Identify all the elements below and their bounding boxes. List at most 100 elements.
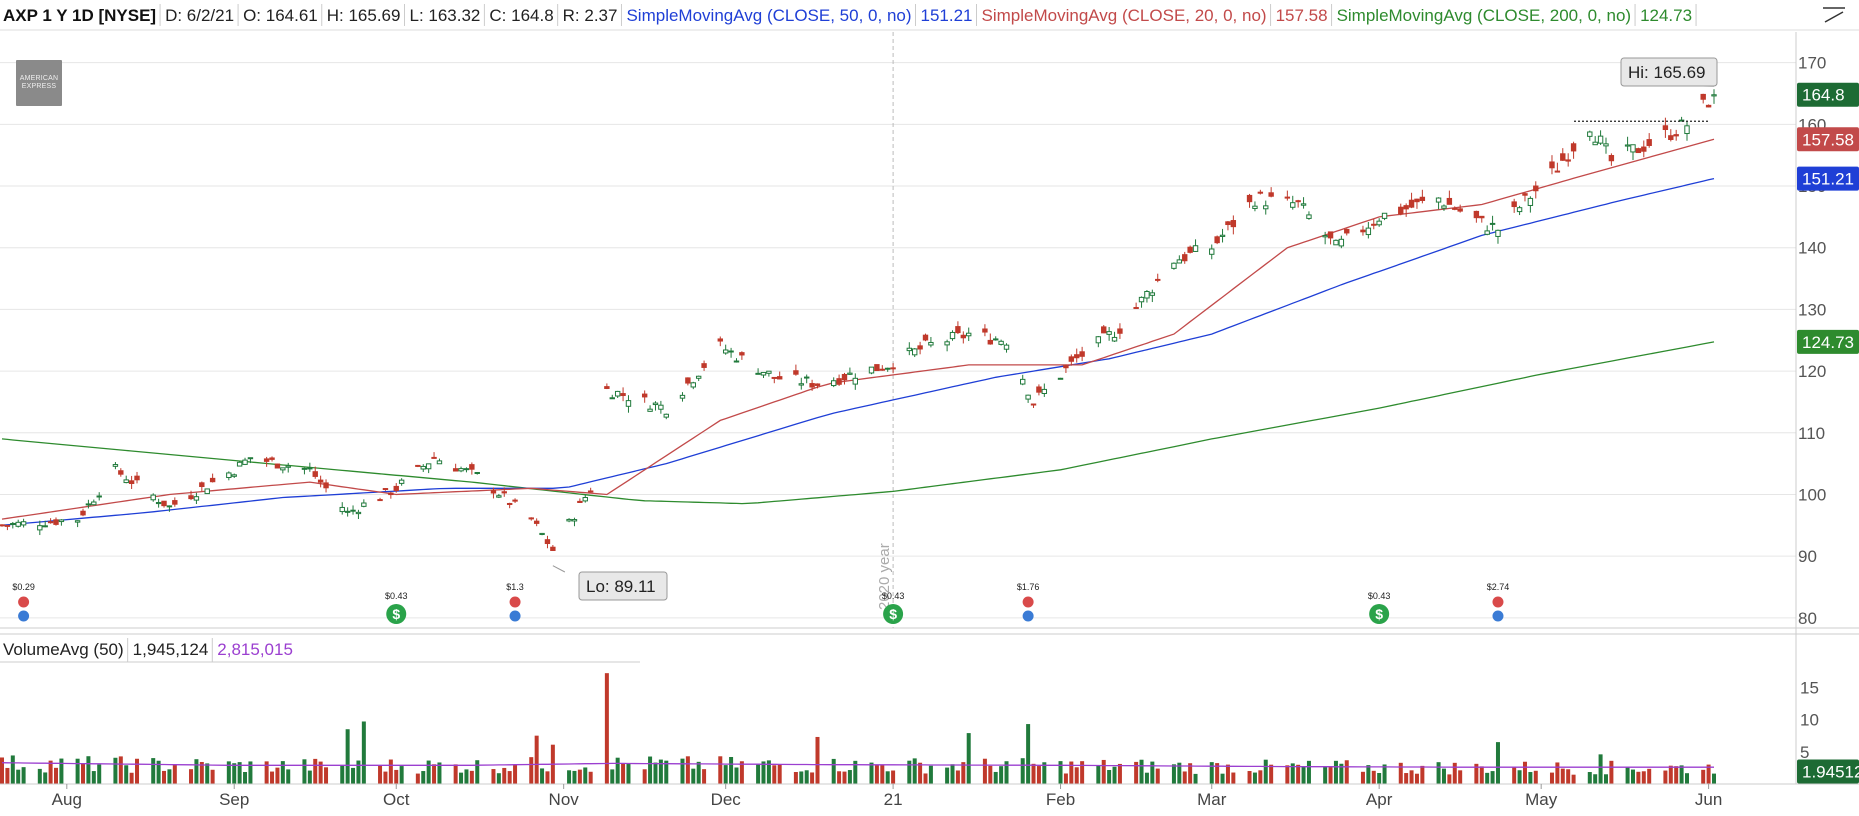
volume-bar (394, 770, 398, 784)
earnings-icon (1492, 597, 1503, 608)
candle-body (567, 519, 571, 520)
header-open: O: 164.61 (243, 6, 318, 25)
candle-body (1566, 160, 1570, 161)
volume-bar (92, 771, 96, 784)
volume-bar (275, 768, 279, 784)
candle-body (399, 480, 403, 483)
volume-bar (907, 761, 911, 784)
volume-bar (589, 772, 593, 784)
volume-bar (356, 761, 360, 784)
volume-bar (1528, 772, 1532, 784)
volume-bar (340, 765, 344, 784)
dividend-icon-glyph: $ (889, 606, 897, 622)
candle-body (313, 472, 317, 477)
header-range: R: 2.37 (563, 6, 618, 25)
volume-bar (151, 758, 155, 784)
candle-body (1712, 95, 1716, 96)
volume-bar (1096, 765, 1100, 784)
volume-bar (983, 759, 987, 784)
candle-body (1258, 192, 1262, 193)
volume-bar (454, 764, 458, 784)
candle-body (734, 361, 738, 362)
candle-body (648, 409, 652, 411)
earnings-estimate-icon (510, 611, 521, 622)
candle-body (205, 489, 209, 494)
candle-body (1669, 136, 1673, 140)
volume-bar (697, 762, 701, 784)
candle-body (1420, 197, 1424, 200)
candle-body (1264, 206, 1268, 209)
volume-bar (22, 767, 26, 784)
candle-body (918, 346, 922, 349)
volume-bar (815, 737, 819, 784)
candle-body (907, 348, 911, 350)
candle-body (502, 492, 506, 493)
volume-bar (5, 768, 9, 784)
volume-bar (362, 721, 366, 784)
volume-bar (1059, 761, 1063, 784)
candle-body (356, 512, 360, 513)
x-tick-label: 21 (884, 790, 903, 809)
candle-body (1372, 224, 1376, 225)
company-logo: AMERICAN EXPRESS (16, 60, 62, 106)
candle-body (1436, 198, 1440, 202)
candle-body (1571, 144, 1575, 151)
volume-bar (1248, 771, 1252, 784)
volume-bar (1609, 761, 1613, 784)
y-tick-label: 80 (1798, 609, 1817, 628)
candle-body (761, 372, 765, 375)
x-tick-label: Mar (1197, 790, 1227, 809)
volume-bar (508, 771, 512, 784)
candle-body (1593, 142, 1597, 144)
volume-bar (572, 771, 576, 784)
volume-bar (119, 756, 123, 784)
candle-body (156, 503, 160, 504)
candle-body (497, 496, 501, 497)
volume-bar (308, 771, 312, 784)
volume-bar (1636, 772, 1640, 784)
candle-body (1453, 208, 1457, 209)
volume-bar (1550, 773, 1554, 784)
candle-body (1642, 147, 1646, 151)
candle-body (453, 469, 457, 471)
candle-body (48, 522, 52, 523)
volume-bar (1496, 742, 1500, 784)
candle-body (1399, 207, 1403, 214)
candle-body (232, 475, 236, 476)
draw-tool-button[interactable] (1809, 0, 1859, 30)
volume-bar (805, 770, 809, 784)
volume-bar (113, 758, 117, 784)
candle-body (545, 540, 549, 544)
volume-bar (794, 772, 798, 784)
candle-body (578, 501, 582, 502)
volume-bar (837, 771, 841, 784)
candle-body (1026, 395, 1030, 399)
volume-bar (59, 759, 63, 784)
volume-bar (1599, 754, 1603, 784)
candle-body (1118, 329, 1122, 333)
volume-bar (772, 765, 776, 784)
candle-body (362, 503, 366, 506)
volume-bar (1258, 770, 1262, 784)
candle-body (642, 394, 646, 397)
volume-bar (718, 756, 722, 784)
candle-body (1075, 355, 1079, 358)
y-tick-label: 130 (1798, 300, 1826, 319)
candle-body (815, 384, 819, 386)
volume-bar (1156, 769, 1160, 784)
volume-bar (432, 764, 436, 784)
volume-bar (1032, 764, 1036, 784)
volume-bar (1399, 763, 1403, 784)
candle-body (767, 371, 771, 373)
volume-bar (988, 766, 992, 784)
volume-bar (653, 763, 657, 784)
candle-body (1323, 236, 1327, 237)
earnings-estimate-icon (1023, 611, 1034, 622)
candle-body (200, 483, 204, 487)
candle-body (529, 518, 533, 519)
candle-body (59, 520, 63, 522)
volume-bar (1712, 774, 1716, 784)
candle-body (1598, 136, 1602, 143)
volume-bar (994, 772, 998, 784)
volume-bar (491, 769, 495, 784)
